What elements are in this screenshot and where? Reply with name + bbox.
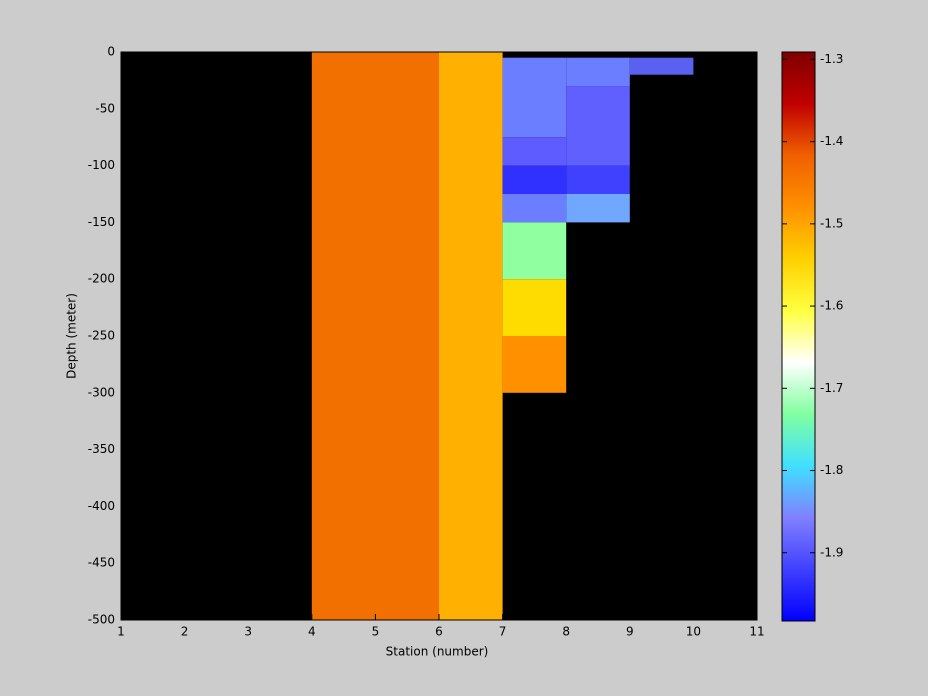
x-tick-label: 10 bbox=[686, 625, 701, 639]
colorbar-tick-label: -1.8 bbox=[820, 463, 843, 477]
x-tick-label: 9 bbox=[626, 625, 634, 639]
y-tick-label: 0 bbox=[107, 45, 115, 59]
colorbar-tick-label: -1.7 bbox=[820, 381, 843, 395]
heatmap-cell bbox=[502, 57, 567, 138]
heatmap-cell bbox=[566, 86, 630, 166]
colorbar-tick-label: -1.4 bbox=[820, 134, 843, 148]
y-axis-label: Depth (meter) bbox=[65, 293, 79, 379]
heatmap-cell bbox=[502, 336, 567, 393]
y-tick-label: -150 bbox=[88, 215, 115, 229]
heatmap-cell bbox=[629, 57, 694, 75]
y-tick-label: -250 bbox=[88, 329, 115, 343]
x-tick-label: 5 bbox=[372, 625, 380, 639]
y-tick-label: -200 bbox=[88, 272, 115, 286]
y-tick-label: -300 bbox=[88, 385, 115, 399]
x-tick-label: 7 bbox=[499, 625, 507, 639]
x-tick-label: 1 bbox=[117, 625, 125, 639]
x-tick-label: 3 bbox=[244, 625, 252, 639]
colorbar-tick-label: -1.6 bbox=[820, 299, 843, 313]
heatmap-cell bbox=[502, 137, 567, 166]
heatmap-cell bbox=[502, 222, 567, 280]
colorbar-tick-label: -1.5 bbox=[820, 216, 843, 230]
x-tick-label: 8 bbox=[562, 625, 570, 639]
colorbar-tick-label: -1.3 bbox=[820, 52, 843, 66]
x-tick-label: 4 bbox=[308, 625, 316, 639]
y-tick-label: -450 bbox=[88, 556, 115, 570]
heatmap-cell bbox=[311, 52, 439, 620]
heatmap-cell bbox=[502, 165, 567, 194]
y-tick-label: -100 bbox=[88, 158, 115, 172]
x-tick-label: 2 bbox=[181, 625, 189, 639]
y-tick-label: -50 bbox=[95, 101, 115, 115]
heatmap-cell bbox=[502, 194, 567, 223]
heatmap-cell bbox=[439, 52, 503, 620]
axes-frame bbox=[120, 51, 758, 621]
heatmap-cell bbox=[566, 57, 630, 87]
x-axis-label: Station (number) bbox=[386, 645, 489, 659]
colorbar bbox=[781, 51, 816, 622]
colorbar-tick-label: -1.9 bbox=[820, 545, 843, 559]
heatmap-cell bbox=[502, 279, 567, 336]
y-tick-label: -500 bbox=[88, 613, 115, 627]
y-tick-label: -400 bbox=[88, 499, 115, 513]
y-tick-label: -350 bbox=[88, 442, 115, 456]
x-tick-label: 6 bbox=[435, 625, 443, 639]
heatmap-cell bbox=[566, 165, 630, 194]
x-tick-label: 11 bbox=[749, 625, 764, 639]
heatmap-cell bbox=[566, 194, 630, 223]
